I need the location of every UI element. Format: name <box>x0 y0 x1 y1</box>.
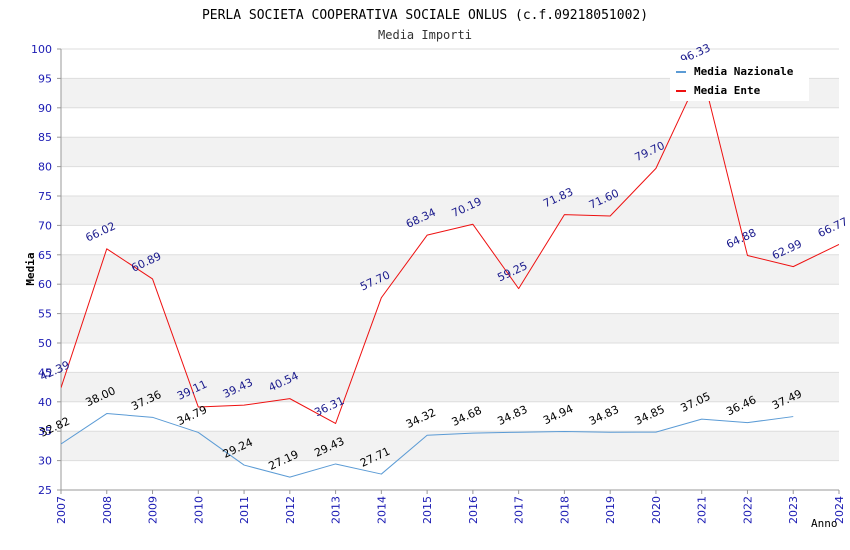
x-tick-label: 2013 <box>330 496 343 524</box>
data-label: 34.83 <box>587 403 621 428</box>
background-band <box>61 254 839 285</box>
y-tick-label: 100 <box>31 43 52 56</box>
x-tick-label: 2021 <box>696 496 709 524</box>
x-tick-label: 2018 <box>558 496 571 524</box>
x-tick-label: 2014 <box>375 496 388 524</box>
x-tick-label: 2020 <box>650 496 663 524</box>
y-tick-label: 45 <box>38 366 52 379</box>
x-tick-label: 2008 <box>101 496 114 524</box>
x-axis-label: Anno <box>811 517 838 530</box>
y-axis-label: Media <box>24 252 37 285</box>
background-band <box>61 431 839 461</box>
x-tick-label: 2009 <box>147 496 160 524</box>
data-label: 34.83 <box>495 403 529 428</box>
chart-legend: Media Nazionale Media Ente <box>670 60 809 101</box>
y-tick-label: 50 <box>38 337 52 350</box>
chart-subtitle: Media Importi <box>378 28 472 42</box>
series-line-media-nazionale <box>61 413 794 478</box>
y-tick-label: 80 <box>38 161 52 174</box>
x-tick-label: 2007 <box>55 496 68 524</box>
y-tick-label: 90 <box>38 102 52 115</box>
y-tick-label: 35 <box>38 425 52 438</box>
y-tick-label: 25 <box>38 484 52 497</box>
x-tick-label: 2016 <box>467 496 480 524</box>
x-tick-label: 2024 <box>833 496 846 524</box>
data-label: 34.85 <box>633 403 667 428</box>
background-band <box>61 313 839 343</box>
data-label: 34.94 <box>541 402 575 427</box>
x-tick-label: 2015 <box>421 496 434 524</box>
y-tick-label: 85 <box>38 131 52 144</box>
series-lines <box>61 70 839 478</box>
y-tick-label: 75 <box>38 190 52 203</box>
x-tick-label: 2012 <box>284 496 297 524</box>
background-band <box>61 196 839 226</box>
x-tick-label: 2010 <box>192 496 205 524</box>
data-label: 34.68 <box>450 404 484 429</box>
legend-background <box>670 60 809 101</box>
legend-label-media-ente: Media Ente <box>694 84 761 97</box>
x-axis-ticks: 2007 2008 2009 2010 2011 2012 2013 2014 2015 2016… <box>55 490 846 524</box>
data-label: 34.79 <box>175 403 209 428</box>
y-tick-label: 60 <box>38 278 52 291</box>
background-band <box>61 137 839 167</box>
x-tick-label: 2022 <box>741 496 754 524</box>
series-line-media-ente <box>61 70 839 424</box>
plot-background-bands <box>61 78 839 461</box>
x-tick-label: 2023 <box>787 496 800 524</box>
y-axis-ticks: 25 30 35 40 45 50 55 60 65 70 75 80 85 90 95 100 <box>31 43 61 497</box>
y-tick-label: 55 <box>38 308 52 321</box>
y-tick-label: 95 <box>38 72 52 85</box>
y-tick-label: 40 <box>38 396 52 409</box>
legend-label-media-nazionale: Media Nazionale <box>694 65 794 78</box>
y-tick-label: 65 <box>38 249 52 262</box>
x-tick-label: 2019 <box>604 496 617 524</box>
x-tick-label: 2011 <box>238 496 251 524</box>
y-tick-label: 70 <box>38 219 52 232</box>
chart-title: PERLA SOCIETA COOPERATIVA SOCIALE ONLUS … <box>202 8 648 23</box>
y-tick-label: 30 <box>38 455 52 468</box>
data-label: 34.32 <box>404 406 438 431</box>
x-tick-label: 2017 <box>513 496 526 524</box>
